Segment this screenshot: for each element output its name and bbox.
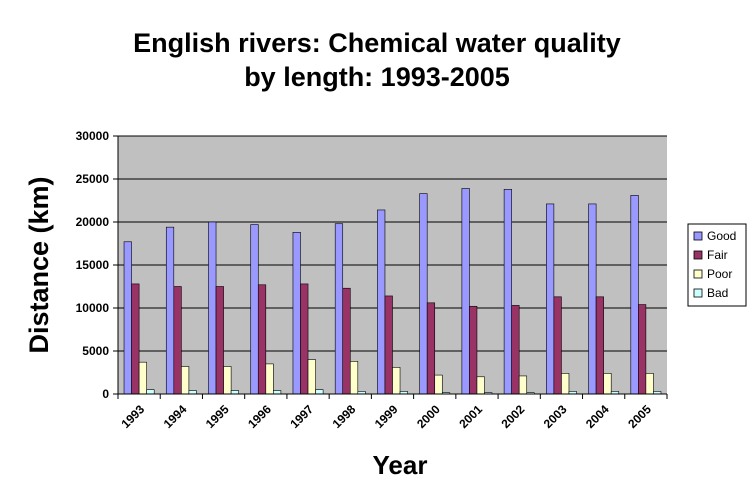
bar-bad-1995 (230, 390, 239, 395)
legend-label-good: Good (707, 229, 736, 243)
chart-title-line: English rivers: Chemical water quality (133, 28, 621, 58)
bar-bad-1993 (146, 389, 155, 395)
chart-title-line: by length: 1993-2005 (244, 62, 510, 92)
x-tick-label: 2004 (583, 402, 612, 431)
bar-good-2001 (461, 188, 470, 395)
bar-fair-1994 (173, 286, 182, 395)
bar-good-1993 (123, 241, 132, 395)
y-tick-label: 10000 (76, 301, 110, 315)
bar-fair-1996 (257, 284, 267, 395)
bar-good-2003 (546, 203, 555, 395)
bar-good-1998 (334, 223, 344, 395)
bar-good-1997 (292, 232, 301, 395)
bar-fair-2003 (553, 296, 562, 395)
bar-good-2004 (588, 203, 597, 395)
x-tick-label: 2003 (541, 402, 570, 431)
bar-fair-2000 (426, 302, 436, 395)
bar-poor-2004 (603, 373, 612, 395)
bar-fair-1993 (131, 283, 140, 395)
bar-poor-2002 (518, 375, 528, 395)
bar-poor-2001 (476, 376, 485, 395)
bar-poor-1994 (181, 366, 190, 395)
bars (123, 188, 662, 395)
x-tick-label: 1998 (330, 402, 359, 431)
y-tick-label: 15000 (76, 258, 110, 272)
chart-title: English rivers: Chemical water quality by… (133, 28, 621, 92)
x-tick-label: 2001 (456, 402, 485, 431)
bar-good-1995 (208, 221, 217, 395)
y-tick-label: 0 (102, 387, 109, 401)
legend-label-poor: Poor (707, 267, 732, 281)
bar-poor-2003 (561, 373, 570, 395)
bar-poor-1993 (138, 361, 147, 395)
bar-good-1999 (377, 209, 386, 395)
bar-poor-1997 (307, 359, 316, 395)
legend: Good Fair Poor Bad (687, 223, 747, 307)
x-tick-label: 1999 (372, 402, 401, 431)
bar-good-2005 (630, 195, 639, 395)
bar-fair-1995 (215, 286, 224, 395)
x-tick-label: 1993 (118, 402, 147, 431)
bar-poor-1996 (265, 363, 274, 395)
y-tick-label: 5000 (82, 344, 109, 358)
x-tick-label: 1996 (245, 402, 274, 431)
y-axis-ticks: 0 5000 10000 15000 20000 25000 30000 (76, 129, 118, 401)
legend-swatch-good (693, 231, 703, 241)
x-tick-label: 1994 (161, 402, 190, 431)
y-tick-label: 30000 (76, 129, 110, 143)
y-axis-title: Distance (km) (24, 176, 54, 353)
bar-good-1994 (165, 226, 175, 395)
bar-bad-1997 (315, 389, 324, 395)
x-tick-label: 1997 (287, 402, 316, 431)
bar-poor-1998 (349, 361, 359, 395)
bar-good-2002 (503, 189, 512, 395)
bar-poor-1999 (392, 367, 401, 395)
x-tick-label: 1995 (203, 402, 232, 431)
x-tick-label: 2000 (414, 402, 443, 431)
x-tick-label: 2005 (625, 402, 654, 431)
bar-fair-1997 (300, 283, 309, 395)
bar-fair-2004 (595, 296, 604, 395)
x-axis-ticks: 1993 1994 1995 1996 1997 1998 1999 2000 2001 2002… (117, 394, 668, 431)
bar-bad-1996 (273, 390, 282, 395)
legend-swatch-poor (693, 269, 703, 279)
legend-swatch-bad (693, 288, 703, 298)
legend-swatch-fair (693, 250, 703, 260)
bar-fair-2001 (469, 305, 478, 395)
bar-bad-1994 (188, 390, 197, 395)
x-tick-label: 2002 (499, 402, 528, 431)
bar-good-2000 (419, 193, 428, 395)
y-tick-label: 20000 (76, 215, 110, 229)
x-axis-title: Year (373, 450, 428, 480)
bar-poor-2000 (434, 374, 443, 395)
legend-label-fair: Fair (707, 248, 728, 262)
bar-fair-1999 (384, 295, 393, 395)
bar-good-1996 (250, 224, 259, 395)
y-tick-label: 25000 (76, 172, 110, 186)
bar-fair-1998 (342, 287, 351, 395)
bar-poor-1995 (223, 366, 232, 395)
bar-fair-2005 (638, 304, 647, 395)
bar-fair-2002 (511, 305, 520, 395)
legend-label-bad: Bad (707, 286, 728, 300)
bar-poor-2005 (645, 373, 654, 395)
